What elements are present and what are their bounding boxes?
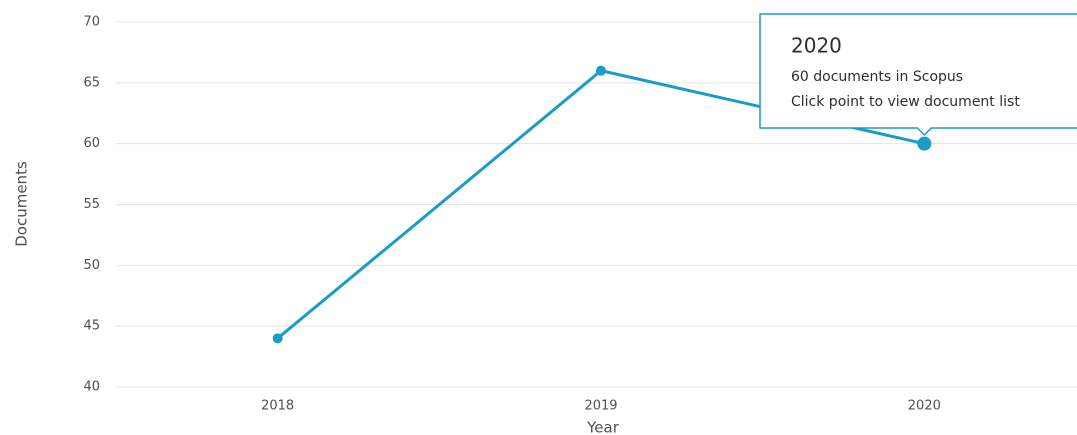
y-tick-label: 70 — [83, 15, 100, 30]
y-tick-label: 50 — [83, 258, 100, 273]
tooltip: 2020 60 documents in Scopus Click point to… — [759, 13, 1077, 137]
y-tick-label: 65 — [83, 75, 100, 90]
y-tick-label: 40 — [83, 380, 100, 395]
x-tick-label: 2019 — [584, 399, 617, 414]
y-axis-label: Documents — [13, 161, 31, 247]
tooltip-line: Click point to view document list — [791, 94, 1020, 110]
data-point[interactable] — [272, 333, 283, 344]
y-tick-label: 60 — [83, 136, 100, 151]
x-tick-label: 2020 — [908, 399, 941, 414]
y-tick-label: 45 — [83, 319, 100, 334]
tooltip-title: 2020 — [791, 34, 842, 58]
tooltip-line: 60 documents in Scopus — [791, 69, 963, 85]
data-point[interactable] — [596, 65, 606, 76]
tooltip-box — [759, 13, 1077, 137]
x-tick-label: 2018 — [261, 399, 294, 414]
data-point[interactable] — [917, 136, 932, 151]
y-tick-label: 55 — [83, 197, 100, 212]
x-axis-label: Year — [586, 419, 620, 435]
